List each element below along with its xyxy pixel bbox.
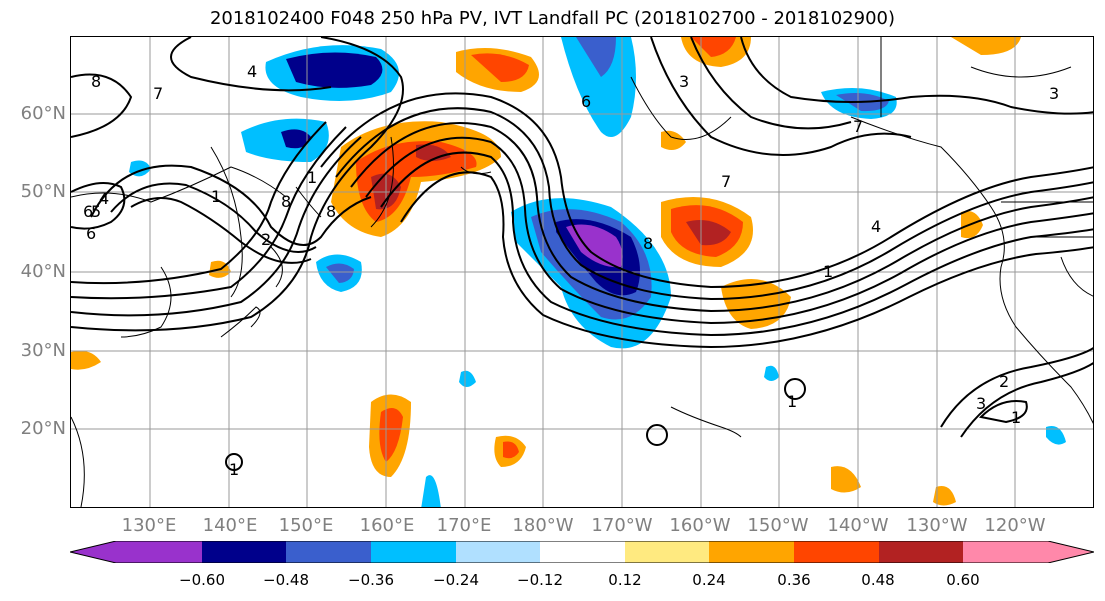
- lon-label-150e: 150°E: [278, 515, 334, 536]
- contour-label: 8: [281, 192, 291, 211]
- colorbar-swatch: [286, 541, 371, 563]
- colorbar-swatch: [794, 541, 879, 563]
- contour-label: 1: [229, 460, 239, 479]
- colorbar-swatch: [879, 541, 963, 563]
- contour-label: 1: [823, 262, 833, 281]
- lon-label-130e: 130°E: [121, 515, 177, 536]
- colorbar-tick-label: 0.12: [608, 571, 642, 589]
- lon-label-150w: 150°W: [747, 515, 809, 536]
- colorbar-swatch: [963, 541, 1048, 563]
- colorbar-tick-label: 0.60: [946, 571, 980, 589]
- lon-label-140e: 140°E: [202, 515, 258, 536]
- colorbar-tick-label: 0.24: [692, 571, 726, 589]
- lat-label-40n: 40°N: [20, 261, 66, 282]
- colorbar-swatch: [202, 541, 286, 563]
- colorbar-swatch: [625, 541, 709, 563]
- lon-label-140w: 140°W: [827, 515, 889, 536]
- colorbar-swatch: [540, 541, 625, 563]
- contour-label: 1: [211, 187, 221, 206]
- contour-label: 4: [99, 189, 109, 208]
- contour-label: 3: [1049, 84, 1059, 103]
- colorbar-swatch: [116, 541, 202, 563]
- colorbar-swatch: [1048, 541, 1094, 563]
- contour-label: 1: [307, 168, 317, 187]
- lon-label-160w: 160°W: [669, 515, 731, 536]
- contour-label: 6: [86, 224, 96, 243]
- contour-label: 3: [679, 72, 689, 91]
- contour-label: 6: [83, 202, 93, 221]
- lat-label-30n: 30°N: [20, 340, 66, 361]
- contour-label: 5: [91, 202, 101, 221]
- colorbar-tick-label: 0.48: [861, 571, 895, 589]
- colorbar-tick-label: −0.48: [263, 571, 309, 589]
- lon-label-120w: 120°W: [984, 515, 1046, 536]
- contour-label: 8: [326, 202, 336, 221]
- graticule: [71, 37, 1093, 507]
- contour-label: 8: [91, 72, 101, 91]
- contour-label: 7: [853, 117, 863, 136]
- colorbar-tick-label: −0.24: [433, 571, 479, 589]
- colorbar-swatch: [70, 541, 116, 563]
- contour-label: 4: [871, 217, 881, 236]
- colorbar-tick-label: −0.12: [517, 571, 563, 589]
- contour-label: 6: [581, 92, 591, 111]
- colorbar-tick-label: −0.60: [179, 571, 225, 589]
- colorbar-tick-label: −0.36: [348, 571, 394, 589]
- contour-label: 1: [1011, 408, 1021, 427]
- lon-label-170w: 170°W: [591, 515, 653, 536]
- colorbar-swatch: [371, 541, 456, 563]
- map-panel: 8 7 4 6 5 6 8 1 2 8 6 4 3 3 7 7 4 1 1 3 …: [70, 36, 1094, 508]
- map-canvas: 8 7 4 6 5 6 8 1 2 8 6 4 3 3 7 7 4 1 1 3 …: [71, 37, 1093, 507]
- lat-label-20n: 20°N: [20, 418, 66, 439]
- contour-label: 3: [976, 394, 986, 413]
- contour-label: 7: [721, 172, 731, 191]
- lat-label-50n: 50°N: [20, 181, 66, 202]
- colorbar-tick-label: 0.36: [777, 571, 811, 589]
- contour-label-group: 8 7 4 6 5 6 8 1 2 8 6 4 3 3 7 7 4 1 1 3 …: [83, 62, 1059, 479]
- contour-label: 8: [643, 234, 653, 253]
- colorbar-swatch: [456, 541, 540, 563]
- contour-label: 4: [247, 62, 257, 81]
- contour-label: 7: [153, 84, 163, 103]
- contour-label: 2: [999, 372, 1009, 391]
- lon-label-170e: 170°E: [436, 515, 492, 536]
- lon-label-130w: 130°W: [906, 515, 968, 536]
- lon-label-160e: 160°E: [359, 515, 415, 536]
- colorbar: [70, 541, 1094, 563]
- pv-contours: [71, 37, 1093, 471]
- contour-label: 1: [787, 392, 797, 411]
- colorbar-swatch: [709, 541, 794, 563]
- lon-label-180w: 180°W: [512, 515, 574, 536]
- contour-label: 2: [261, 230, 271, 249]
- map-title: 2018102400 F048 250 hPa PV, IVT Landfall…: [209, 8, 896, 29]
- lat-label-60n: 60°N: [20, 103, 66, 124]
